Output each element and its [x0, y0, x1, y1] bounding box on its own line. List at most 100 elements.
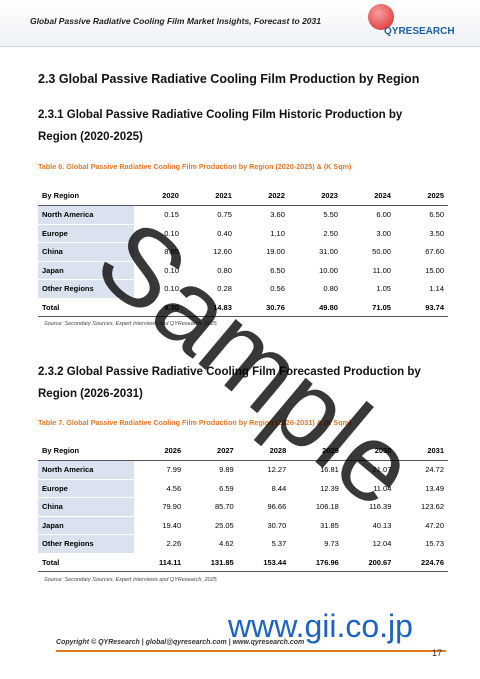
column-header: 2025	[394, 185, 448, 206]
row-label: Japan	[38, 516, 134, 535]
table-caption: Table 6. Global Passive Radiative Coolin…	[38, 162, 352, 171]
cell: 25.05	[185, 516, 238, 535]
cell: 1.05	[341, 279, 395, 299]
cell: 10.00	[288, 261, 342, 280]
cell: 40.13	[342, 516, 396, 535]
logo-globe	[368, 4, 394, 30]
cell: 200.67	[342, 552, 396, 572]
cell: 12.60	[182, 242, 236, 262]
cell: 9.73	[290, 534, 343, 554]
cell: 6.50	[235, 261, 289, 280]
cell: 47.20	[395, 516, 448, 535]
cell: 0.10	[134, 261, 183, 280]
header-bar	[0, 0, 480, 47]
subsection-heading: 2.3.1 Global Passive Radiative Cooling F…	[38, 109, 403, 143]
cell: 0.10	[134, 224, 183, 243]
column-header: 2021	[182, 185, 236, 206]
table-row: Other Regions 2.26 4.62 5.37 9.73 12.04 15.73	[38, 534, 448, 554]
table: By Region 2020 2021 2022 2023 2024 2025 North A…	[38, 185, 448, 317]
cell: 30.76	[235, 297, 289, 317]
header-row: By Region 2020 2021 2022 2023 2024 2025	[38, 185, 448, 206]
row-label: Europe	[38, 224, 134, 243]
cell: 0.75	[182, 205, 236, 225]
cell: 116.39	[342, 497, 396, 517]
table-row: North America 0.15 0.75 3.60 5.50 6.00 6.50	[38, 205, 448, 225]
cell: 123.62	[395, 497, 448, 517]
column-header: 2031	[395, 440, 448, 461]
cell: 24.72	[395, 460, 448, 480]
cell: 12.04	[342, 534, 396, 554]
table-row: China 8.85 12.60 19.00 31.00 50.00 67.60	[38, 242, 448, 262]
cell: 31.00	[288, 242, 342, 262]
cell: 2.26	[134, 534, 186, 554]
watermark: www.gii.co.jp	[228, 608, 413, 644]
cell: 93.74	[394, 297, 448, 317]
column-header: 2027	[185, 440, 238, 461]
cell: 5.37	[237, 534, 291, 554]
row-label: North America	[38, 205, 134, 225]
row-label: Europe	[38, 479, 134, 498]
row-label: China	[38, 242, 134, 262]
cell: 11.00	[341, 261, 395, 280]
cell: 14.83	[182, 297, 236, 317]
column-header: 2024	[341, 185, 395, 206]
column-header: By Region	[38, 440, 134, 461]
column-header: 2029	[290, 440, 343, 461]
cell: 50.00	[341, 242, 395, 262]
cell: 3.00	[341, 224, 395, 243]
footer-copyright: Copyright © QYResearch | global@qyresear…	[56, 639, 305, 646]
cell: 6.00	[341, 205, 395, 225]
row-label: Other Regions	[38, 534, 134, 554]
section-heading: 2.3 Global Passive Radiative Cooling Fil…	[38, 72, 420, 86]
cell: 0.15	[134, 205, 183, 225]
header-title: Global Passive Radiative Cooling Film Ma…	[30, 16, 321, 26]
cell: 30.70	[237, 516, 291, 535]
table-row: Japan 0.10 0.80 6.50 10.00 11.00 15.00	[38, 261, 448, 280]
row-label: Japan	[38, 261, 134, 280]
cell: 7.99	[134, 460, 186, 480]
cell: 114.11	[134, 552, 186, 572]
cell: 9.89	[185, 460, 238, 480]
cell: 3.50	[394, 224, 448, 243]
cell: 153.44	[237, 552, 291, 572]
cell: 8.85	[134, 242, 183, 262]
cell: 176.96	[290, 552, 343, 572]
cell: 67.60	[394, 242, 448, 262]
cell: 8.44	[237, 479, 291, 498]
cell: 0.80	[288, 279, 342, 299]
cell: 15.73	[395, 534, 448, 554]
column-header: 2028	[237, 440, 291, 461]
source-note: Source: Secondary Sources, Expert Interv…	[44, 321, 217, 327]
subsection-heading: 2.3.2 Global Passive Radiative Cooling F…	[38, 366, 421, 400]
row-label: Total	[38, 552, 134, 572]
cell: 13.49	[395, 479, 448, 498]
table-row: North America 7.99 9.89 12.27 16.81 21.07 24.7…	[38, 460, 448, 480]
row-label: Other Regions	[38, 279, 134, 299]
cell: 0.40	[182, 224, 236, 243]
column-header: 2022	[235, 185, 289, 206]
cell: 31.85	[290, 516, 343, 535]
table-caption: Table 7. Global Passive Radiative Coolin…	[38, 418, 352, 427]
cell: 5.50	[288, 205, 342, 225]
cell: 96.66	[237, 497, 291, 517]
table-row: China 79.90 85.70 96.66 106.18 116.39 123.62	[38, 497, 448, 517]
cell: 79.90	[134, 497, 186, 517]
table-row: Other Regions 0.10 0.28 0.56 0.80 1.05 1.14	[38, 279, 448, 299]
cell: 19.00	[235, 242, 289, 262]
row-label: China	[38, 497, 134, 517]
cell: 3.60	[235, 205, 289, 225]
cell: 2.50	[288, 224, 342, 243]
cell: 4.62	[185, 534, 238, 554]
column-header: 2023	[288, 185, 342, 206]
source-note: Source: Secondary Sources, Expert Interv…	[44, 577, 217, 583]
column-header: 2020	[134, 185, 183, 206]
cell: 224.76	[395, 552, 448, 572]
row-label: Total	[38, 297, 134, 317]
column-header: 2030	[342, 440, 396, 461]
cell: 0.80	[182, 261, 236, 280]
footer-line	[56, 650, 446, 652]
logo: QYRESEARCH	[384, 26, 455, 37]
cell: 12.39	[290, 479, 343, 498]
table-row: Japan 19.40 25.05 30.70 31.85 40.13 47.20	[38, 516, 448, 535]
